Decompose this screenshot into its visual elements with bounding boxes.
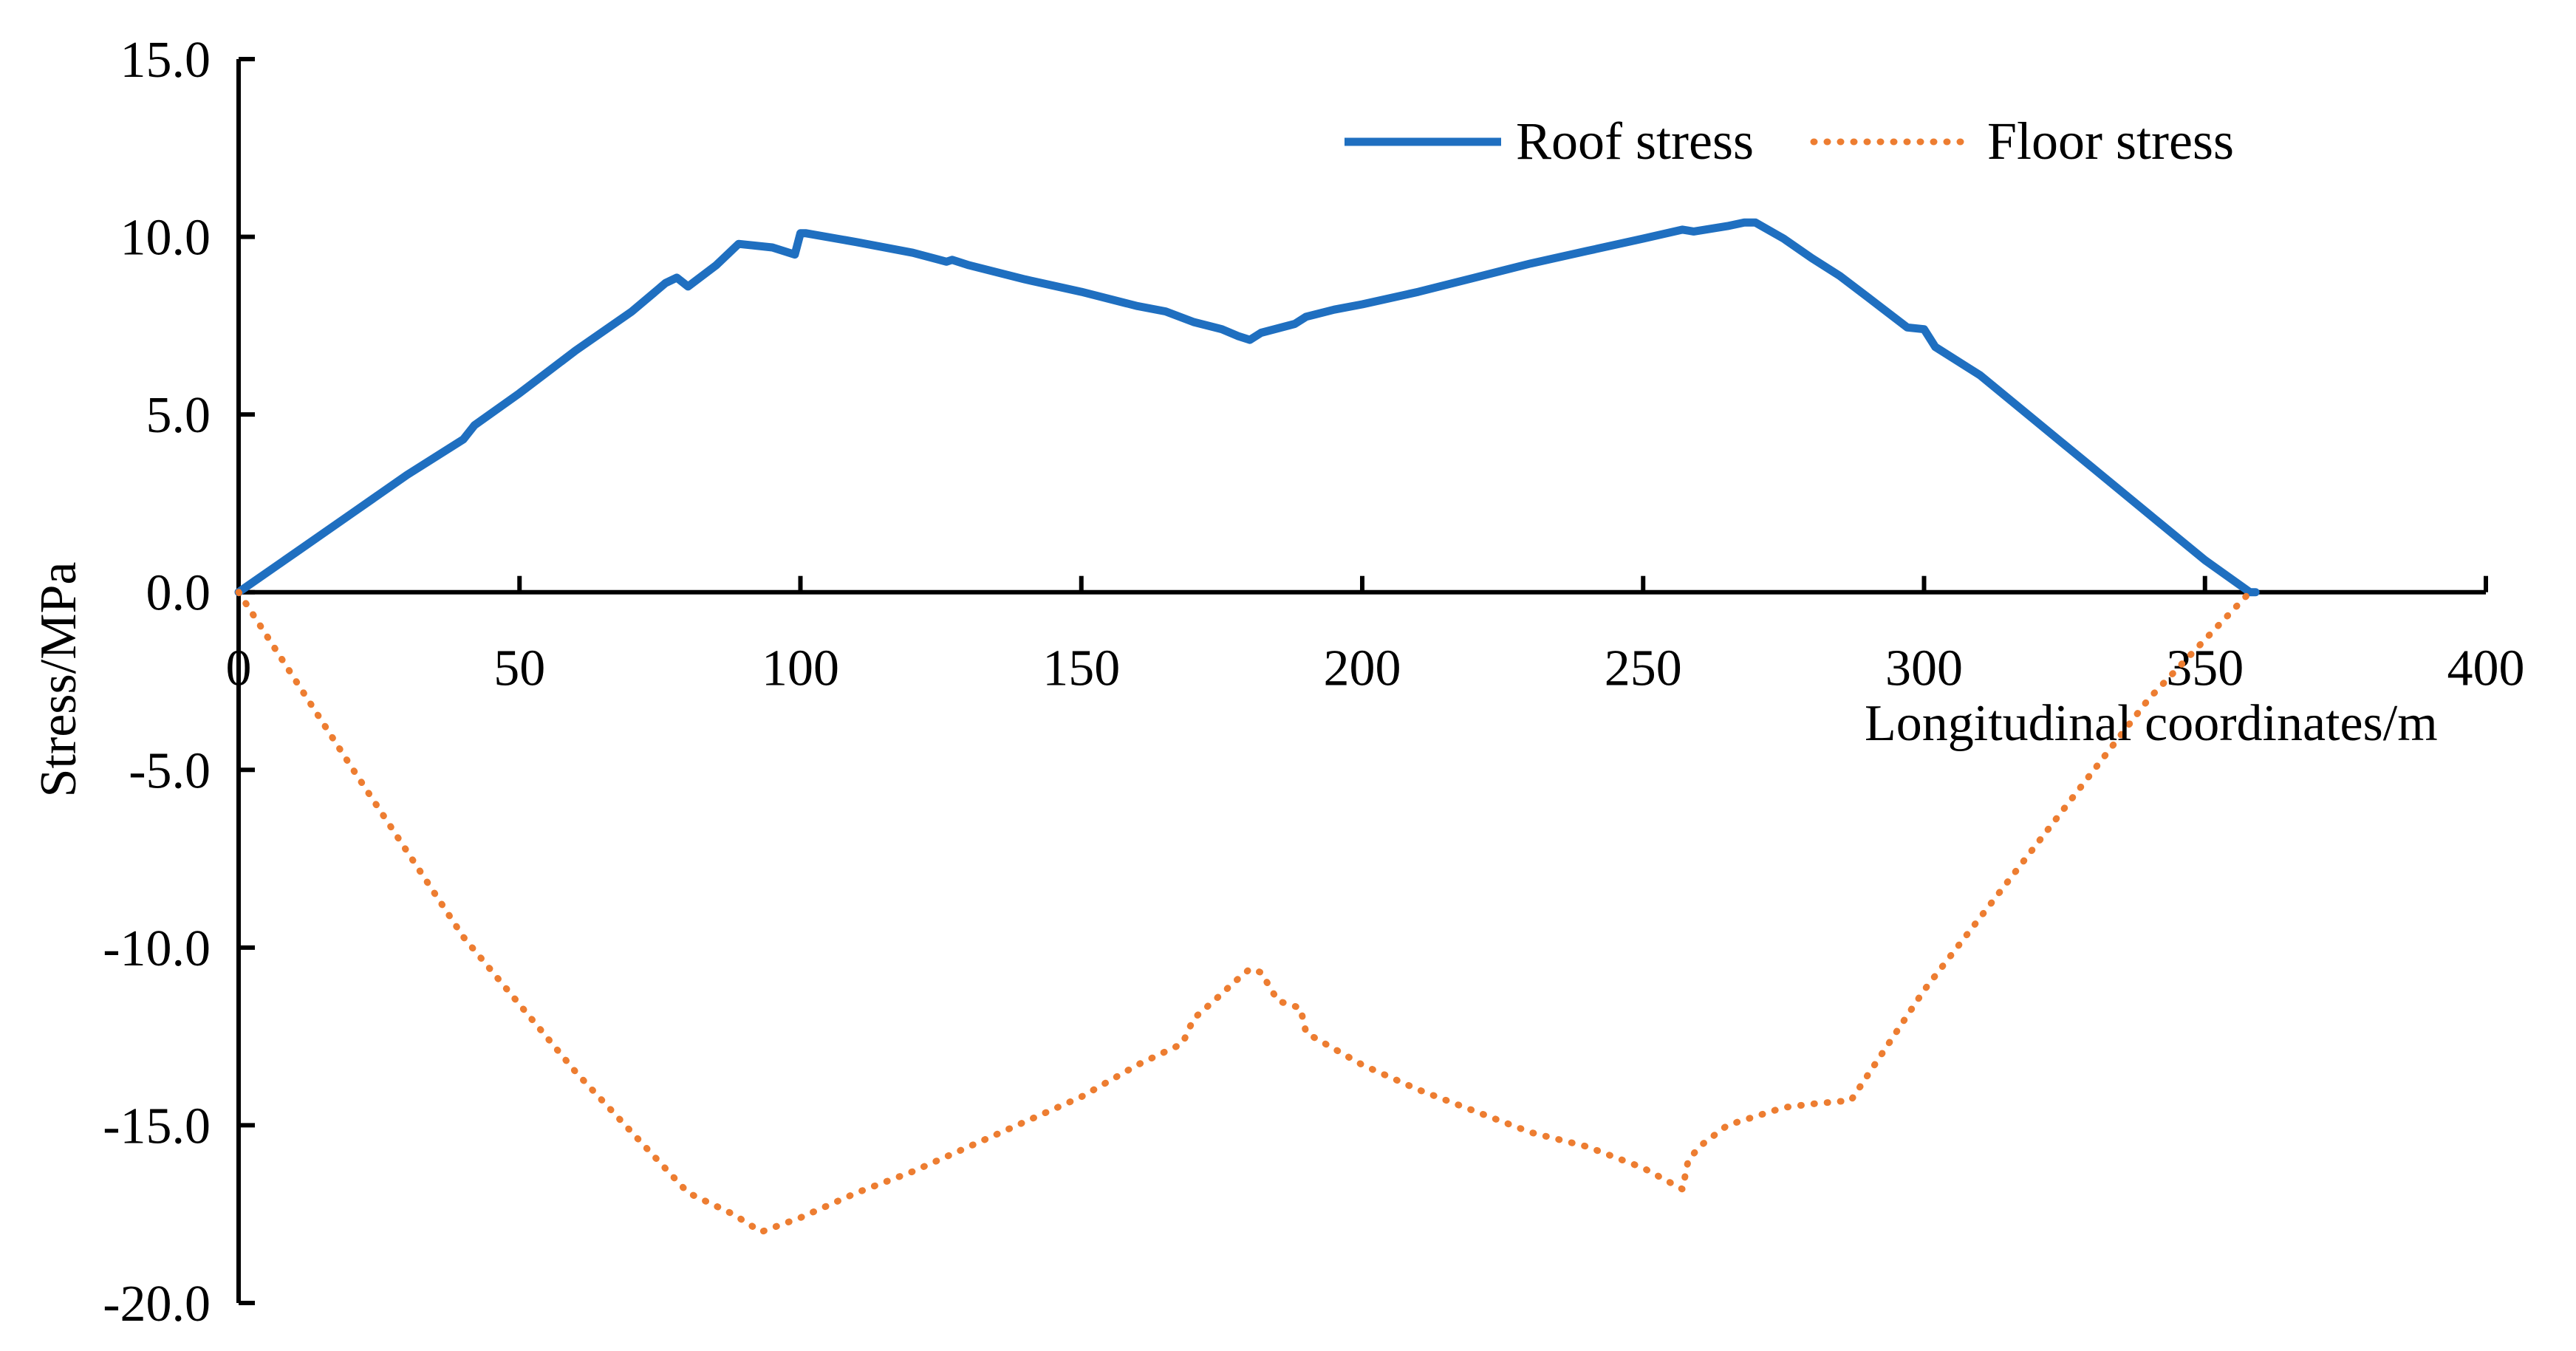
legend: Roof stress Floor stress bbox=[1345, 112, 2234, 171]
y-tick-label: -15.0 bbox=[103, 1098, 211, 1155]
roof-stress-line bbox=[234, 218, 2260, 597]
y-tick-label: 5.0 bbox=[146, 387, 211, 444]
x-tick-label: 250 bbox=[1605, 640, 1682, 697]
y-tick-label: -5.0 bbox=[129, 742, 211, 799]
y-tick-label: 10.0 bbox=[120, 210, 211, 267]
x-tick-label: 350 bbox=[2166, 640, 2244, 697]
x-axis-title: Longitudinal coordinates/m bbox=[1865, 695, 2438, 752]
x-tick-label: 200 bbox=[1324, 640, 1401, 697]
x-axis-ticks: 0 50 100 150 200 250 300 350 400 bbox=[226, 575, 2525, 697]
y-axis-title: Stress/MPa bbox=[30, 562, 87, 798]
legend-floor-label: Floor stress bbox=[1987, 112, 2234, 171]
y-tick-label: 15.0 bbox=[120, 32, 211, 89]
series-layer bbox=[234, 218, 2260, 1236]
x-tick-label: 300 bbox=[1885, 640, 1963, 697]
x-tick-label: 50 bbox=[493, 640, 545, 697]
x-tick-label: 400 bbox=[2447, 640, 2525, 697]
y-tick-label: 0.0 bbox=[146, 565, 211, 622]
floor-stress-line bbox=[235, 589, 2254, 1236]
legend-roof-label: Roof stress bbox=[1516, 112, 1754, 171]
y-axis-ticks: 15.0 10.0 5.0 0.0 -5.0 -10.0 -15.0 -20.0 bbox=[103, 32, 255, 1333]
y-tick-label: -20.0 bbox=[103, 1276, 211, 1333]
x-tick-label: 150 bbox=[1042, 640, 1120, 697]
x-tick-label: 0 bbox=[226, 640, 252, 697]
x-tick-label: 100 bbox=[762, 640, 839, 697]
y-tick-label: -10.0 bbox=[103, 920, 211, 977]
